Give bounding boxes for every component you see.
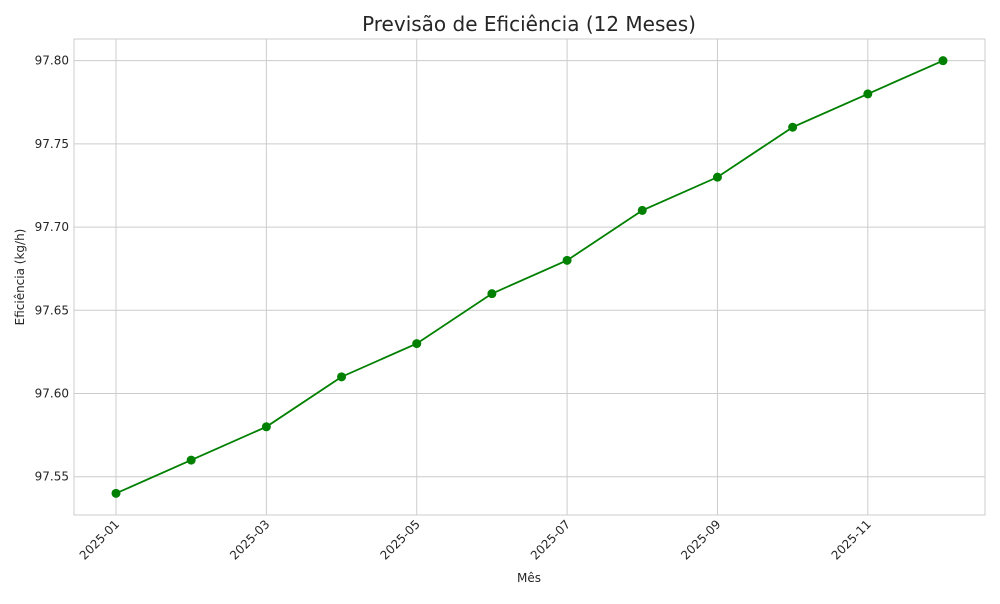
data-point — [637, 205, 647, 215]
x-tick-label: 2025-07 — [528, 517, 573, 562]
y-tick-labels: 97.55 97.60 97.65 97.70 97.75 97.80 — [35, 54, 69, 484]
data-point — [261, 422, 271, 432]
x-tick-label: 2025-01 — [77, 517, 122, 562]
y-tick-label: 97.75 — [35, 137, 69, 151]
data-point — [186, 455, 196, 465]
y-tick-label: 97.70 — [35, 220, 69, 234]
data-point — [337, 372, 347, 382]
plot-area-frame — [73, 38, 986, 516]
x-tick-label: 2025-03 — [227, 517, 272, 562]
y-tick-label: 97.55 — [35, 470, 69, 484]
y-axis-label: Eficiência (kg/h) — [13, 229, 27, 326]
data-point — [111, 488, 121, 498]
data-point — [412, 339, 422, 349]
x-tick-label: 2025-11 — [829, 517, 874, 562]
data-point — [863, 89, 873, 99]
series-layer — [111, 56, 948, 498]
chart-title: Previsão de Eficiência (12 Meses) — [362, 12, 696, 36]
series-line — [115, 59, 944, 495]
x-tick-label: 2025-05 — [377, 517, 422, 562]
y-tick-label: 97.60 — [35, 387, 69, 401]
y-tick-label: 97.65 — [35, 303, 69, 317]
data-point — [938, 56, 948, 66]
data-point — [487, 289, 497, 299]
y-tick-label: 97.80 — [35, 54, 69, 68]
x-axis-label: Mês — [517, 571, 541, 585]
x-tick-label: 2025-09 — [678, 517, 723, 562]
data-point — [788, 122, 798, 132]
x-tick-labels: 2025-01 2025-03 2025-05 2025-07 2025-09 2025-… — [77, 517, 874, 562]
data-point — [712, 172, 722, 182]
grid-lines — [74, 39, 985, 515]
data-point — [562, 255, 572, 265]
